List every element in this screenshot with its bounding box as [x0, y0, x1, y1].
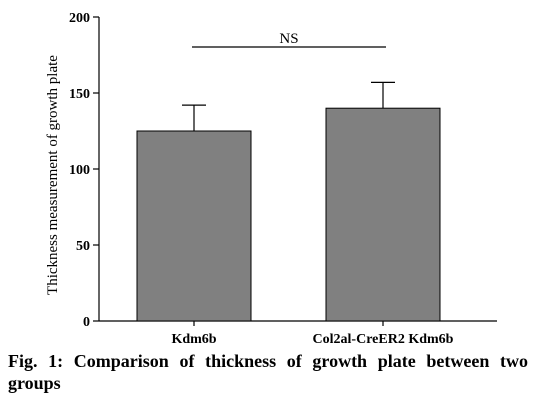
significance-label: NS: [279, 31, 298, 47]
category-labels: Kdm6b Col2al-CreER2 Kdm6b: [171, 321, 454, 347]
bars: [136, 107, 441, 322]
category-label-1: Kdm6b: [171, 332, 216, 347]
bar-chart: 0 50 100 150 200 Kdm6b Col2al-CreER2 Kdm6b NS…: [45, 11, 497, 347]
y-tick-label-50: 50: [76, 239, 90, 254]
y-ticks: 0 50 100 150 200: [69, 11, 99, 330]
figure-caption: Fig. 1: Comparison of thickness of growt…: [8, 351, 528, 393]
y-tick-label-0: 0: [83, 315, 90, 330]
bar-2: [325, 107, 441, 322]
bar-1: [136, 130, 252, 322]
significance-annotation: NS: [192, 31, 386, 48]
y-tick-label-150: 150: [69, 87, 90, 102]
y-axis-title: Thickness measurement of growth plate: [45, 55, 61, 295]
error-bars: [182, 81, 395, 131]
y-tick-label-200: 200: [69, 11, 90, 26]
y-tick-label-100: 100: [69, 163, 90, 178]
category-label-2: Col2al-CreER2 Kdm6b: [313, 332, 454, 347]
